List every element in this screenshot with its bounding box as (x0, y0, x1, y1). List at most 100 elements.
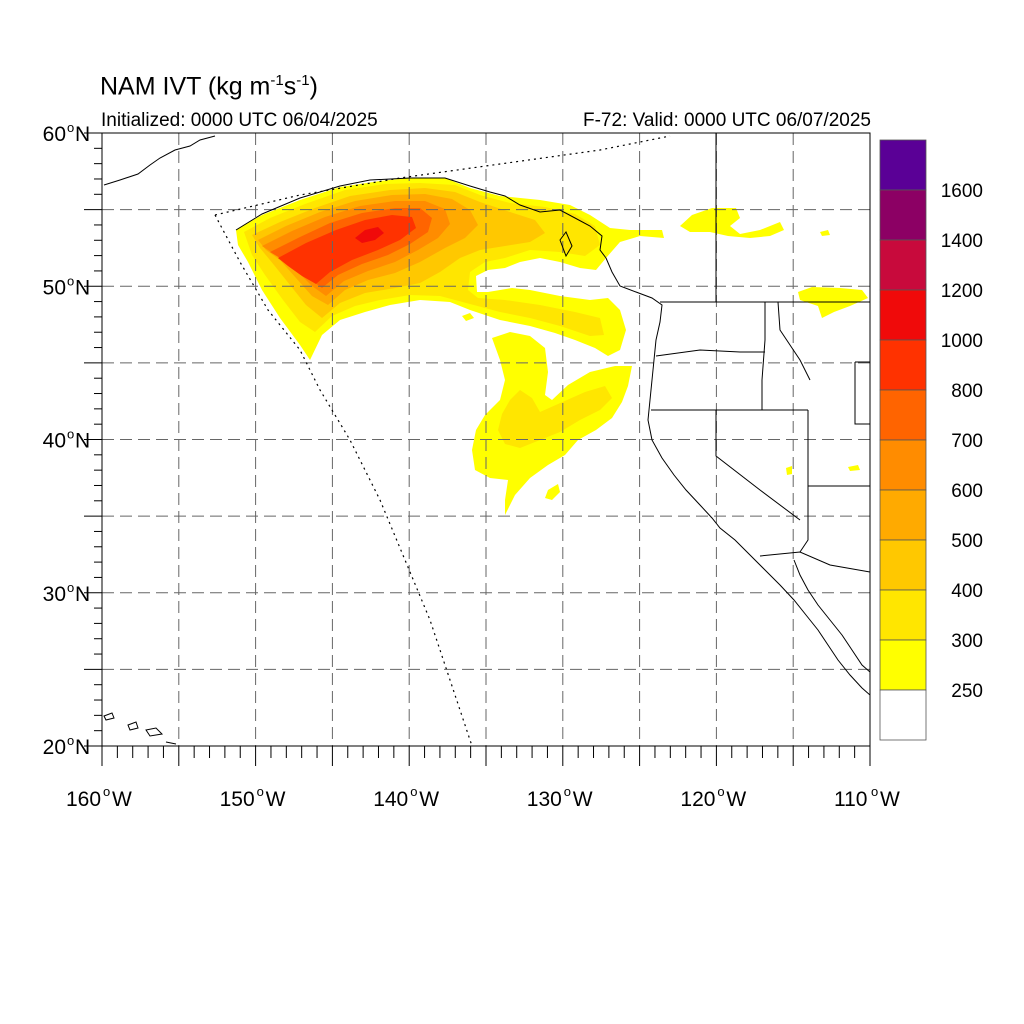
colorbar-swatch (879, 639, 927, 691)
colorbar-label: 1600 (941, 181, 983, 202)
title-text-end: ) (309, 72, 318, 101)
lon-hemisphere: W (419, 788, 439, 811)
lon-label-value: 110 (834, 788, 867, 811)
lat-degree-symbol: o (67, 273, 74, 288)
colorbar-label: 1000 (941, 331, 983, 352)
alaska-coast (235, 177, 607, 259)
lat-degree-symbol: o (67, 427, 74, 442)
title-text-mid: s (283, 72, 297, 101)
lon-label: 160 o W (66, 784, 132, 811)
lat-label: 60 (43, 123, 66, 146)
lon-label-value: 130 (527, 788, 562, 811)
wyoming-border (854, 361, 870, 425)
colorbar-label: 400 (951, 581, 983, 602)
ivt-inland-speck-3 (848, 465, 860, 471)
colorbar-swatch (879, 389, 927, 441)
lon-label: 150 o W (220, 784, 286, 811)
title-exponent-1: -1 (270, 72, 284, 89)
lat-label: 50 (43, 276, 66, 299)
lat-hemisphere: N (75, 123, 90, 146)
colorbar-swatch (879, 489, 927, 541)
utah-border (807, 410, 870, 487)
arizona-border (799, 486, 809, 553)
colorbar-label: 600 (951, 481, 983, 502)
lon-degree-symbol: o (410, 784, 417, 799)
colorbar-swatch (879, 239, 927, 291)
colorbar-label: 800 (951, 381, 983, 402)
coastlines (103, 135, 870, 745)
lon-label: 120 o W (680, 784, 746, 811)
colorbar-swatch (879, 139, 927, 191)
lat-hemisphere: N (75, 583, 90, 606)
lon-hemisphere: W (112, 788, 132, 811)
colorbar-label: 500 (951, 531, 983, 552)
initialized-label: Initialized: 0000 UTC 06/04/2025 (101, 110, 378, 131)
title-text-main: NAM IVT (kg m (100, 72, 271, 101)
gulf-of-california (793, 559, 870, 673)
lon-hemisphere: W (880, 788, 900, 811)
lon-label-value: 160 (66, 788, 101, 811)
lon-hemisphere: W (726, 788, 746, 811)
lon-label-value: 150 (220, 788, 255, 811)
ivt-inland-patch-1 (680, 208, 784, 238)
lon-degree-symbol: o (717, 784, 724, 799)
lat-degree-symbol: o (67, 580, 74, 595)
lon-degree-symbol: o (871, 784, 878, 799)
colorbar-swatch (879, 339, 927, 391)
lon-label: 130 o W (527, 784, 593, 811)
ivt-southern-branch-300 (498, 386, 612, 448)
colorbar-swatch (879, 539, 927, 591)
colorbar-label: 1400 (941, 231, 983, 252)
lat-hemisphere: N (75, 736, 90, 759)
lon-hemisphere: W (266, 788, 286, 811)
ivt-inland-speck-1 (462, 313, 474, 321)
lon-label: 140 o W (373, 784, 439, 811)
lon-degree-symbol: o (103, 784, 110, 799)
idaho-border (761, 302, 766, 410)
colorbar-swatch (879, 689, 927, 741)
ivt-southern-speck-1 (545, 484, 560, 500)
montana-border (777, 301, 811, 381)
lat-degree-symbol: o (67, 733, 74, 748)
axis-ticks (84, 132, 871, 766)
political-borders (651, 133, 870, 573)
nevada-california-border (715, 410, 801, 521)
lon-label-value: 140 (373, 788, 408, 811)
us-mexico-border (759, 551, 870, 573)
colorbar-label: 700 (951, 431, 983, 452)
lon-label-value: 120 (680, 788, 715, 811)
oregon-washington-border (655, 349, 765, 357)
model-domain-boundary (214, 135, 671, 747)
colorbar-label: 250 (951, 681, 983, 702)
lat-hemisphere: N (75, 276, 90, 299)
lat-hemisphere: N (75, 430, 90, 453)
valid-time-label: F-72: Valid: 0000 UTC 06/07/2025 (583, 110, 871, 131)
hawaii-islands (103, 712, 177, 745)
colorbar-label: 300 (951, 631, 983, 652)
queen-charlotte-islands (559, 231, 573, 258)
lat-label: 20 (43, 736, 66, 759)
ivt-shading (236, 178, 868, 515)
lat-degree-symbol: o (67, 120, 74, 135)
map-title: NAM IVT (kg m-1s-1) (100, 72, 318, 101)
lon-label: 110 o W (834, 784, 900, 811)
colorbar-swatch (879, 589, 927, 641)
lon-degree-symbol: o (257, 784, 264, 799)
ivt-inland-speck-4 (820, 230, 830, 236)
title-exponent-2: -1 (296, 72, 310, 89)
alaska-top-coast (103, 135, 216, 186)
graticule (102, 133, 870, 746)
colorbar-swatch (879, 289, 927, 341)
lat-label: 40 (43, 430, 66, 453)
north-america-west-coast (605, 257, 870, 696)
lon-hemisphere: W (573, 788, 593, 811)
colorbar-label: 1200 (941, 281, 983, 302)
ivt-inland-speck-2 (786, 466, 792, 475)
colorbar: 250 300 400 500 600 700 800 1000 1200 1400 1600 (879, 139, 983, 741)
colorbar-swatch (879, 189, 927, 241)
ivt-plume-1000 (355, 227, 384, 243)
lon-degree-symbol: o (564, 784, 571, 799)
colorbar-swatch (879, 439, 927, 491)
